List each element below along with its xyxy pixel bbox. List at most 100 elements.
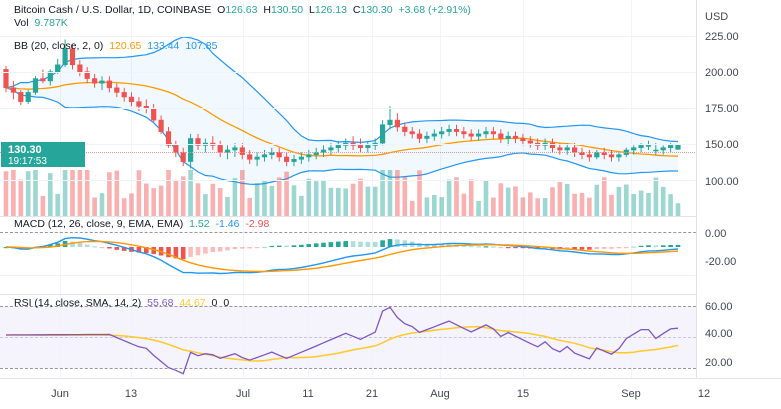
volume-legend[interactable]: Vol 9.787K <box>14 17 68 30</box>
volume-bar <box>254 183 260 216</box>
macd-histogram-bar <box>498 247 504 249</box>
gridline-macd-3 <box>243 217 244 294</box>
macd-histogram-bar <box>299 244 304 247</box>
candle-body <box>298 156 305 160</box>
candle-body <box>188 138 194 162</box>
candle-body <box>158 119 164 132</box>
candle-body <box>254 156 260 160</box>
macd-histogram-bar <box>77 242 83 247</box>
rsi-label[interactable]: RSI (14, close, SMA, 14, 2) <box>14 297 142 309</box>
rsi-legend[interactable]: RSI (14, close, SMA, 14, 2) 55.68 44.67 … <box>14 297 229 310</box>
macd-histogram-bar <box>210 247 216 253</box>
time-label-1: 13 <box>124 388 138 400</box>
candle-body <box>357 145 364 148</box>
rsi-extra-value-1: 0 <box>211 297 218 309</box>
bb-basis-value: 120.65 <box>109 40 142 52</box>
time-axis[interactable]: Jun 13 Jul 11 21 Aug 15 Sep 12 <box>0 378 781 409</box>
candle-body <box>527 140 533 144</box>
macd-histogram-bar <box>461 245 467 247</box>
candle-body <box>180 152 186 162</box>
close-key: C <box>352 4 361 16</box>
volume-bar <box>646 193 651 216</box>
rsi-ma-value: 44.67 <box>179 297 206 309</box>
gridline-rsi-8 <box>631 295 632 378</box>
macd-histogram-bar <box>70 241 75 247</box>
gridline-macd-8 <box>631 217 632 294</box>
gridline-macd-2 <box>131 217 132 294</box>
volume-bar <box>11 170 16 216</box>
volume-bar <box>461 193 467 216</box>
volume-bar <box>631 194 636 216</box>
macd-histogram-bar <box>262 246 267 249</box>
gridline-macd-7 <box>523 217 524 294</box>
candle-body <box>453 129 460 132</box>
volume-bar <box>675 203 681 216</box>
macd-label[interactable]: MACD (12, 26, close, 9, EMA, EMA) <box>14 218 184 230</box>
candle-body <box>328 147 334 151</box>
volume-bar <box>262 181 267 216</box>
macd-histogram-bar <box>343 241 348 247</box>
bb-legend[interactable]: BB (20, close, 2, 0) 120.65 133.44 107.8… <box>14 40 217 53</box>
axis-tick-100: 100.00 <box>705 176 739 188</box>
candle-body <box>261 154 268 158</box>
macd-histogram-bar <box>284 245 289 247</box>
macd-pane[interactable] <box>0 216 696 294</box>
last-price-badge[interactable]: 130.30 19:17:53 <box>1 142 85 167</box>
time-label-8: 12 <box>697 388 711 400</box>
volume-bar <box>520 197 526 216</box>
value-axis[interactable]: USD 225.00 200.00 175.00 150.00 100.00 0… <box>696 0 781 378</box>
macd-histogram-bar <box>601 247 607 249</box>
volume-bar <box>343 188 348 216</box>
macd-histogram-bar <box>107 247 112 249</box>
macd-histogram-bar <box>232 247 238 250</box>
axis-tick-macd-minus20: -20.00 <box>705 256 737 268</box>
candle-body <box>69 48 76 66</box>
volume-bar <box>291 185 297 216</box>
macd-histogram-bar <box>387 239 393 247</box>
volume-bar <box>505 187 511 216</box>
gridline-rsi-7 <box>523 295 524 378</box>
candle-body <box>32 78 39 93</box>
rsi-pane[interactable] <box>0 294 696 378</box>
macd-histogram-bar <box>542 247 548 249</box>
volume-value: 9.787K <box>34 17 68 29</box>
macd-histogram-bar <box>350 241 356 247</box>
volume-bar <box>594 184 600 216</box>
volume-bar <box>564 183 570 216</box>
candle-body <box>99 80 105 84</box>
volume-bar <box>144 183 149 216</box>
symbol-title[interactable]: Bitcoin Cash / U.S. Dollar, 1D, COINBASE <box>14 4 212 16</box>
volume-bar <box>579 192 585 216</box>
candle-body <box>365 145 371 148</box>
macd-histogram-bar <box>254 247 260 249</box>
gridline-price-150 <box>0 144 781 145</box>
axis-tick-175: 175.00 <box>705 103 739 115</box>
axis-tick-200: 200.00 <box>705 67 739 79</box>
volume-bar <box>454 177 459 216</box>
axis-tick-rsi-60: 60.00 <box>705 301 733 313</box>
candle-body <box>55 64 61 73</box>
volume-bar <box>151 188 156 216</box>
low-key: L <box>309 4 315 16</box>
macd-histogram-bar <box>195 247 201 256</box>
volume-bar <box>616 186 622 216</box>
candle-body <box>195 138 201 146</box>
macd-histogram-bar <box>180 247 186 260</box>
volume-bar <box>624 184 629 216</box>
macd-histogram-bar <box>372 241 378 247</box>
candle-body <box>520 138 526 142</box>
volume-bar <box>483 180 489 216</box>
symbol-legend[interactable]: Bitcoin Cash / U.S. Dollar, 1D, COINBASE… <box>14 4 471 17</box>
macd-histogram-bar <box>84 244 90 247</box>
gridline-macd-5 <box>372 217 373 294</box>
candle-body <box>645 145 652 147</box>
volume-bar <box>62 170 68 216</box>
volume-bar <box>269 185 275 216</box>
macd-histogram-bar <box>203 247 208 254</box>
macd-legend[interactable]: MACD (12, 26, close, 9, EMA, EMA) 1.52 -… <box>14 218 269 231</box>
bb-label[interactable]: BB (20, close, 2, 0) <box>14 40 104 52</box>
candle-body <box>660 147 666 151</box>
axis-tick-macd-0: 0.00 <box>705 228 727 240</box>
volume-bar <box>166 170 171 216</box>
